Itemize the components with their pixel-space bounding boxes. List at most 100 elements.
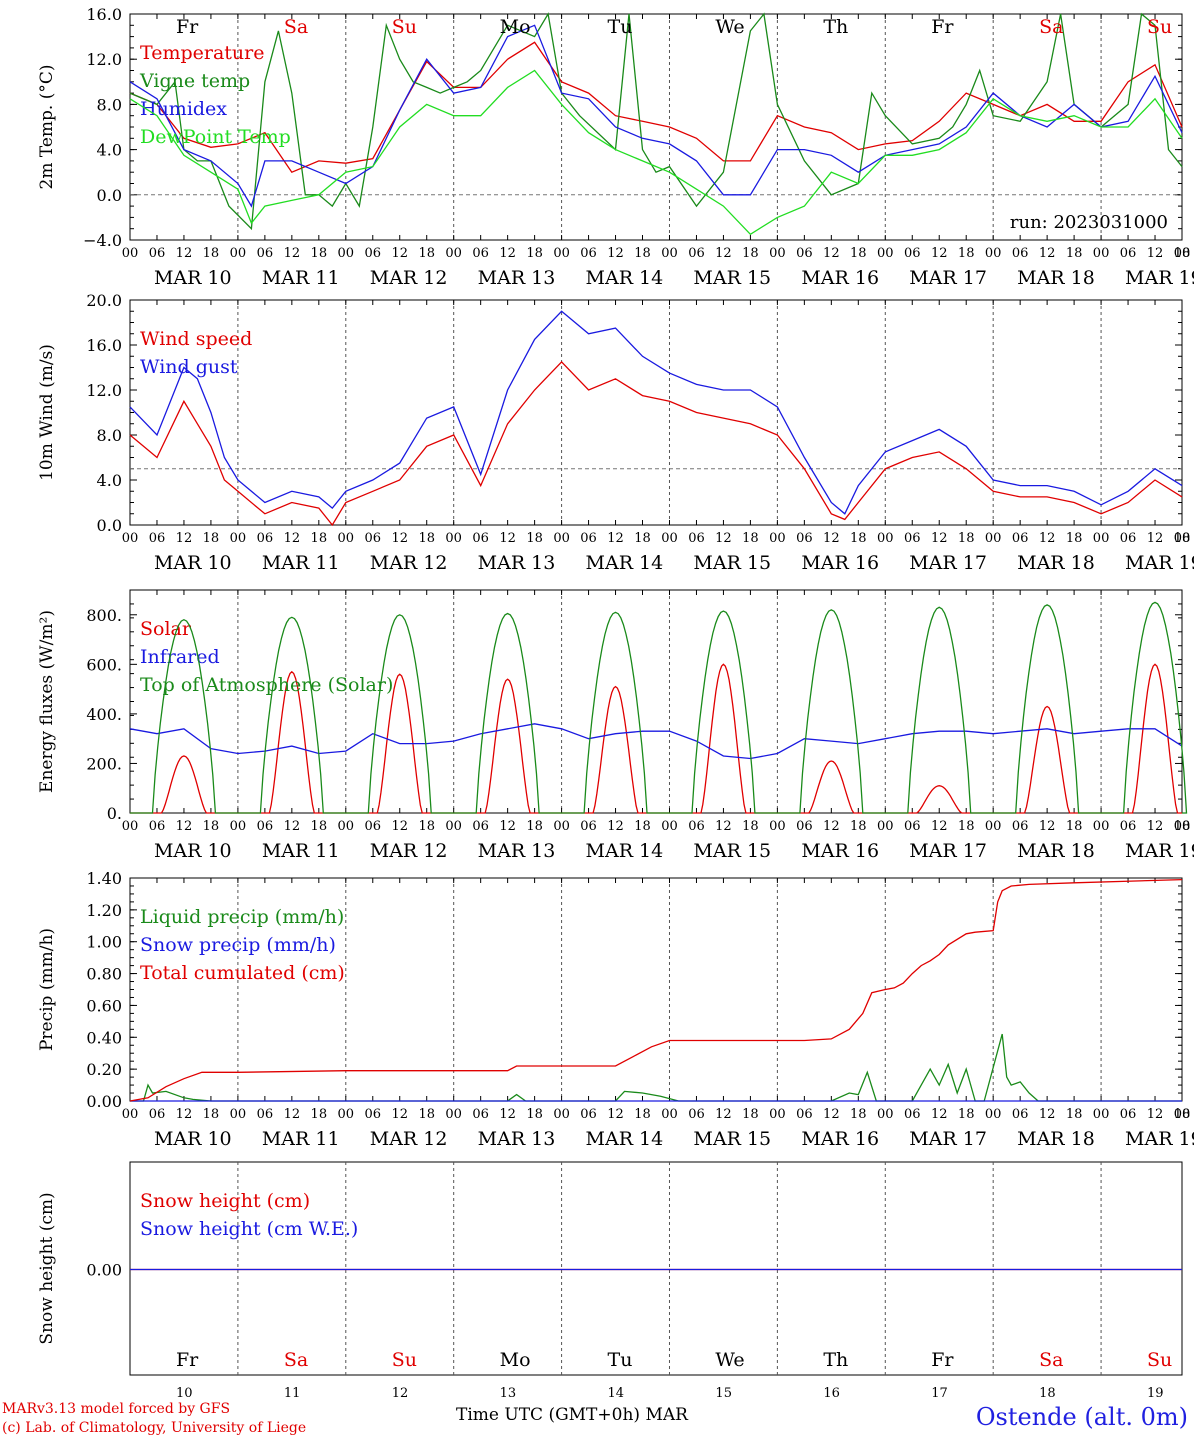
x-hour-label: 06 bbox=[1120, 1107, 1137, 1122]
weekday-label: We bbox=[715, 1349, 744, 1371]
x-hour-label: 00 bbox=[661, 1107, 678, 1122]
y-tick-label: 0.00 bbox=[86, 1092, 122, 1111]
x-hour-label: 06 bbox=[1012, 1107, 1029, 1122]
x-hour-label: 06 bbox=[688, 1107, 705, 1122]
x-hour-label: 12 bbox=[607, 1107, 624, 1122]
x-hour-label: 06 bbox=[149, 1107, 166, 1122]
weekday-label: Th bbox=[823, 16, 848, 38]
x-date-label: MAR 10 bbox=[154, 552, 232, 574]
x-hour-label: 00 bbox=[877, 1107, 894, 1122]
x-hour-label: 06 bbox=[688, 819, 705, 834]
x-hour-label: 06 bbox=[472, 246, 489, 261]
day-number-label: 12 bbox=[392, 1386, 409, 1401]
x-date-label: MAR 19 bbox=[1125, 552, 1194, 574]
x-hour-label: 00 bbox=[985, 1107, 1002, 1122]
x-hour-label: 12 bbox=[1147, 1107, 1164, 1122]
y-tick-label: 8.0 bbox=[97, 426, 122, 445]
y-tick-label: 1.00 bbox=[86, 933, 122, 952]
weekday-label: Mo bbox=[500, 1349, 531, 1371]
legend-humidex: Humidex bbox=[140, 98, 227, 120]
x-hour-label: 18 bbox=[526, 246, 543, 261]
series-line-top-of-atmosphere-solar- bbox=[130, 601, 1188, 814]
x-hour-label: 12 bbox=[391, 819, 408, 834]
x-date-label: MAR 13 bbox=[478, 840, 556, 862]
x-hour-label: 06 bbox=[472, 1107, 489, 1122]
x-date-label: MAR 13 bbox=[478, 1128, 556, 1150]
run-label: run: 2023031000 bbox=[1010, 212, 1168, 233]
x-hour-label: 00 bbox=[661, 531, 678, 546]
weekday-label: Su bbox=[1147, 16, 1172, 38]
x-hour-label: 00 bbox=[1174, 246, 1191, 261]
x-date-label: MAR 14 bbox=[586, 267, 664, 289]
series-line-infrared bbox=[129, 723, 1183, 760]
x-date-label: MAR 10 bbox=[154, 1128, 232, 1150]
x-date-label: MAR 16 bbox=[801, 840, 879, 862]
x-date-label: MAR 19 bbox=[1125, 840, 1194, 862]
x-hour-label: 06 bbox=[1120, 531, 1137, 546]
x-hour-label: 06 bbox=[904, 819, 921, 834]
x-date-label: MAR 14 bbox=[586, 840, 664, 862]
x-hour-label: 00 bbox=[1174, 1107, 1191, 1122]
legend-top-of-atmosphere-solar-: Top of Atmosphere (Solar) bbox=[140, 674, 393, 696]
y-tick-label: 0.00 bbox=[86, 1261, 122, 1280]
x-hour-label: 00 bbox=[230, 246, 247, 261]
y-axis-title: Energy fluxes (W/m²) bbox=[37, 610, 57, 793]
x-hour-label: 00 bbox=[338, 531, 355, 546]
x-hour-label: 00 bbox=[230, 1107, 247, 1122]
x-hour-label: 18 bbox=[311, 819, 328, 834]
x-hour-label: 06 bbox=[904, 246, 921, 261]
y-axis-title: Snow height (cm) bbox=[37, 1192, 57, 1344]
series-line-vigne-temp bbox=[129, 12, 1183, 231]
x-date-label: MAR 17 bbox=[909, 1128, 987, 1150]
y-tick-label: 16.0 bbox=[86, 5, 122, 24]
x-hour-label: 06 bbox=[904, 1107, 921, 1122]
weekday-label: Sa bbox=[1039, 16, 1063, 38]
x-hour-label: 00 bbox=[445, 1107, 462, 1122]
x-hour-label: 18 bbox=[850, 246, 867, 261]
x-hour-label: 00 bbox=[661, 246, 678, 261]
x-hour-label: 12 bbox=[607, 531, 624, 546]
y-tick-label: 800. bbox=[86, 606, 122, 625]
x-hour-label: 00 bbox=[445, 531, 462, 546]
x-hour-label: 12 bbox=[931, 246, 948, 261]
weekday-label: Fr bbox=[176, 16, 199, 38]
x-hour-label: 12 bbox=[607, 819, 624, 834]
x-hour-label: 00 bbox=[877, 246, 894, 261]
x-hour-label: 00 bbox=[661, 819, 678, 834]
y-tick-label: 20.0 bbox=[86, 291, 122, 310]
x-date-label: MAR 15 bbox=[693, 552, 771, 574]
x-hour-label: 12 bbox=[1039, 531, 1056, 546]
station-name: Ostende (alt. 0m) bbox=[975, 1403, 1188, 1431]
x-hour-label: 06 bbox=[796, 531, 813, 546]
x-hour-label: 00 bbox=[985, 819, 1002, 834]
x-hour-label: 06 bbox=[796, 1107, 813, 1122]
weekday-label: Fr bbox=[931, 1349, 954, 1371]
x-hour-label: 12 bbox=[284, 531, 301, 546]
x-hour-label: 00 bbox=[877, 531, 894, 546]
x-hour-label: 12 bbox=[715, 819, 732, 834]
y-tick-label: 0.0 bbox=[97, 186, 122, 205]
x-date-label: MAR 18 bbox=[1017, 552, 1095, 574]
x-hour-label: 12 bbox=[499, 531, 516, 546]
x-hour-label: 06 bbox=[149, 531, 166, 546]
x-hour-label: 18 bbox=[1066, 1107, 1083, 1122]
y-tick-label: 600. bbox=[86, 655, 122, 674]
y-tick-label: 1.40 bbox=[86, 869, 122, 888]
x-hour-label: 18 bbox=[958, 1107, 975, 1122]
day-number-label: 16 bbox=[823, 1386, 840, 1401]
weekday-label: Su bbox=[392, 1349, 417, 1371]
x-hour-label: 18 bbox=[1066, 246, 1083, 261]
y-tick-label: 400. bbox=[86, 705, 122, 724]
series-line-liquid-precip-mm-h- bbox=[130, 1033, 1182, 1102]
x-hour-label: 18 bbox=[418, 246, 435, 261]
x-hour-label: 18 bbox=[526, 819, 543, 834]
x-hour-label: 12 bbox=[715, 1107, 732, 1122]
x-hour-label: 12 bbox=[176, 1107, 193, 1122]
x-hour-label: 00 bbox=[1174, 531, 1191, 546]
x-date-label: MAR 15 bbox=[693, 267, 771, 289]
x-hour-label: 00 bbox=[338, 246, 355, 261]
day-number-label: 11 bbox=[284, 1386, 301, 1401]
x-hour-label: 00 bbox=[769, 246, 786, 261]
x-hour-label: 00 bbox=[1093, 1107, 1110, 1122]
x-hour-label: 06 bbox=[580, 819, 597, 834]
